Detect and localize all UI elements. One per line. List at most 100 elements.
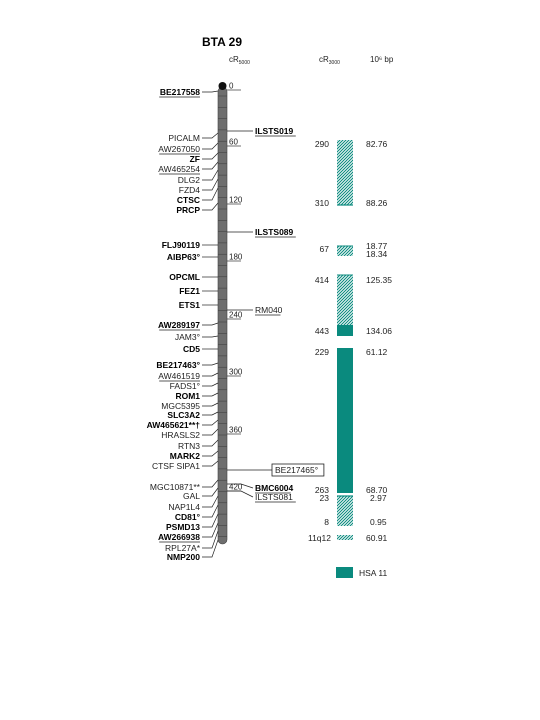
right-marker-label: RM040	[255, 305, 283, 315]
left-marker-connector	[202, 495, 219, 508]
left-marker-label: DLG2	[178, 175, 200, 185]
left-marker-connector	[202, 202, 219, 211]
left-marker-label: PRCP	[176, 205, 200, 215]
right-marker-label: BE217465°	[275, 465, 318, 475]
segment-1-bp-start: 82.76	[366, 139, 388, 149]
segment-4-cr-start: 229	[315, 347, 329, 357]
left-marker-connector	[202, 411, 219, 416]
left-marker-connector	[202, 187, 219, 201]
left-marker-label: AW465621**†	[147, 420, 201, 430]
left-marker-label: FZD4	[179, 185, 201, 195]
segment-3-cr-start: 414	[315, 275, 329, 285]
left-marker-connector	[202, 504, 219, 518]
segment-6-cr-start: 11q12	[308, 533, 331, 543]
left-marker-connector	[202, 428, 219, 436]
left-marker-label: NMP200	[167, 552, 200, 562]
segment-1-cr-start: 290	[315, 139, 329, 149]
left-marker-connector	[202, 530, 219, 549]
segment-3-bp-start: 125.35	[366, 275, 392, 285]
left-marker-connector	[202, 439, 219, 447]
segment-2-bp-start: 18.77	[366, 241, 388, 251]
hsa-segment-2	[337, 246, 353, 256]
segment-1-bp-end: 88.26	[366, 198, 388, 208]
scale-axis: 0 60 120 180 240 300 360 420	[227, 82, 243, 492]
left-marker-label: MGC5395	[161, 401, 200, 411]
right-marker-connector	[227, 490, 254, 498]
left-marker-connector	[202, 450, 219, 457]
right-marker-label: BMC6004	[255, 483, 294, 493]
left-marker-labels: BE217558 PICALMAW267050ZFAW465254DLG2FZD4…	[147, 87, 219, 562]
scale-label: 120	[229, 196, 243, 205]
scale-label: 420	[229, 483, 243, 492]
right-marker-box	[271, 463, 325, 477]
scale-label: 60	[229, 138, 238, 147]
left-marker-label: OPCML	[169, 272, 200, 282]
chromosome-title: BTA 29	[202, 35, 242, 49]
right-marker-label: ILSTS089	[255, 227, 294, 237]
segment-3-bp-end: 134.06	[366, 326, 392, 336]
hsa-segment-3	[337, 275, 353, 325]
left-marker-label: ETS1	[179, 300, 201, 310]
right-marker-label: ILSTS019	[255, 126, 294, 136]
left-marker-connector	[202, 382, 219, 387]
legend-swatch	[336, 567, 353, 578]
left-marker-label: JAM3°	[175, 332, 200, 342]
segment-5-bp-end: 0.95	[370, 517, 387, 527]
hsa-segment-6	[337, 535, 353, 540]
left-marker-connector	[202, 522, 219, 538]
left-marker-label: BE217463°	[156, 360, 200, 370]
left-marker-connector	[202, 152, 219, 160]
hsa-segment-1	[337, 140, 353, 205]
left-marker-connector	[202, 402, 219, 407]
left-marker-label: GAL	[183, 491, 200, 501]
hsa-segment-5	[337, 496, 353, 526]
segment-2-bp-end: 18.34	[366, 249, 388, 259]
segment-5-bp-start: 2.97	[370, 493, 387, 503]
left-marker-connector	[202, 460, 219, 467]
left-marker-connector	[202, 392, 219, 397]
left-marker-connector	[202, 539, 219, 558]
left-marker-label: ZF	[190, 154, 200, 164]
segment-5-cr-start: 23	[320, 493, 330, 503]
left-marker-connector	[202, 142, 219, 150]
left-marker-label: FADS1°	[170, 381, 200, 391]
left-marker-connector	[202, 362, 219, 366]
left-marker-connector	[202, 169, 219, 181]
segment-3-solid-end	[337, 325, 353, 336]
left-marker-label: BE217558	[160, 87, 200, 97]
segment-6-bp-start: 60.91	[366, 533, 388, 543]
left-marker-label: AIBP63°	[167, 252, 201, 262]
segment-4-cr-end: 263	[315, 485, 329, 495]
left-marker-connector	[202, 161, 219, 170]
segment-1-cr-end: 310	[315, 198, 329, 208]
left-marker-label: CD5	[183, 344, 200, 354]
left-marker-label: CD81°	[175, 512, 201, 522]
scale-label: 180	[229, 253, 243, 262]
left-marker-connector	[202, 132, 219, 139]
right-marker-connector	[227, 483, 254, 489]
left-marker-label: AW461519	[158, 371, 200, 381]
left-marker-label: MARK2	[170, 451, 200, 461]
scale-label: 0	[229, 82, 234, 91]
left-marker-label: HRASLS2	[161, 430, 200, 440]
scale-label: 240	[229, 311, 243, 320]
left-marker-label: FEZ1	[179, 286, 200, 296]
left-marker-label: SLC3A2	[167, 410, 200, 420]
centromere-icon	[218, 82, 227, 90]
left-marker-label: PSMD13	[166, 522, 200, 532]
cr3000-column-header: cR3000	[319, 55, 340, 66]
legend-label: HSA 11	[359, 568, 387, 578]
segment-3-cr-end: 443	[315, 326, 329, 336]
segment-4-bp-start: 61.12	[366, 347, 388, 357]
left-marker-label: AW267050	[158, 144, 200, 154]
left-marker-label: AW266938	[158, 532, 200, 542]
left-marker-connector	[202, 513, 219, 528]
left-marker-label: CTSC	[177, 195, 200, 205]
left-marker-label: ROM1	[175, 391, 200, 401]
left-marker-connector	[202, 178, 219, 191]
right-marker-labels: ILSTS019 ILSTS089 RM040 BE217465° BMC6004ILS…	[227, 126, 325, 503]
left-marker-connector	[202, 322, 219, 326]
scale-label: 300	[229, 368, 243, 377]
left-marker-connector	[202, 90, 219, 93]
